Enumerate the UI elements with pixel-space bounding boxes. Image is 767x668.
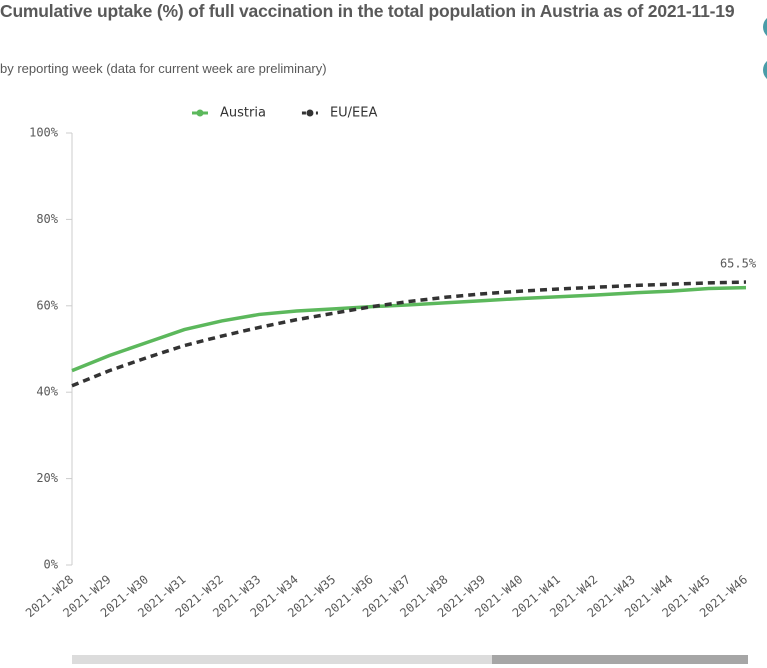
side-button[interactable] (763, 15, 767, 39)
scrollbar-thumb[interactable] (492, 655, 748, 664)
series-line (71, 280, 747, 388)
legend-dot (196, 109, 204, 117)
y-tick-label: 0% (44, 558, 59, 572)
y-tick-label: 80% (36, 212, 58, 226)
data-label: 65.5% (720, 257, 757, 271)
legend-label: EU/EEA (330, 106, 378, 121)
legend-dot (306, 109, 314, 117)
y-tick-label: 60% (36, 298, 58, 312)
y-tick-label: 20% (36, 471, 58, 485)
legend-label: Austria (220, 106, 266, 121)
y-tick-label: 100% (29, 126, 59, 140)
series-line (71, 285, 747, 373)
y-tick-label: 40% (36, 385, 58, 399)
chart-subtitle: by reporting week (data for current week… (0, 61, 327, 76)
chart-title: Cumulative uptake (%) of full vaccinatio… (0, 1, 735, 21)
scrollbar-track[interactable] (72, 655, 748, 664)
side-button[interactable] (763, 58, 767, 82)
